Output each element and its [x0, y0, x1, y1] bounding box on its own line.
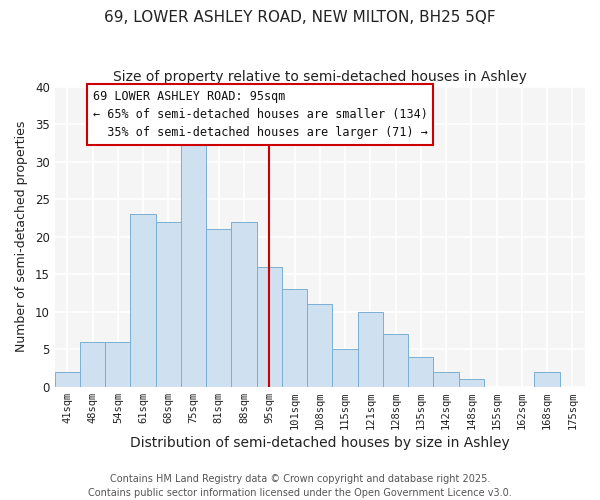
Bar	[433, 372, 459, 386]
Bar	[408, 356, 433, 386]
Bar	[80, 342, 105, 386]
Bar	[55, 372, 80, 386]
X-axis label: Distribution of semi-detached houses by size in Ashley: Distribution of semi-detached houses by …	[130, 436, 510, 450]
Bar	[332, 349, 358, 387]
Bar	[383, 334, 408, 386]
Text: Contains HM Land Registry data © Crown copyright and database right 2025.
Contai: Contains HM Land Registry data © Crown c…	[88, 474, 512, 498]
Bar	[282, 289, 307, 386]
Bar	[358, 312, 383, 386]
Bar	[257, 266, 282, 386]
Bar	[459, 379, 484, 386]
Y-axis label: Number of semi-detached properties: Number of semi-detached properties	[15, 121, 28, 352]
Bar	[105, 342, 130, 386]
Bar	[535, 372, 560, 386]
Bar	[206, 229, 232, 386]
Bar	[155, 222, 181, 386]
Bar	[130, 214, 155, 386]
Text: 69 LOWER ASHLEY ROAD: 95sqm
← 65% of semi-detached houses are smaller (134)
  35: 69 LOWER ASHLEY ROAD: 95sqm ← 65% of sem…	[92, 90, 427, 140]
Title: Size of property relative to semi-detached houses in Ashley: Size of property relative to semi-detach…	[113, 70, 527, 84]
Bar	[232, 222, 257, 386]
Bar	[181, 139, 206, 386]
Text: 69, LOWER ASHLEY ROAD, NEW MILTON, BH25 5QF: 69, LOWER ASHLEY ROAD, NEW MILTON, BH25 …	[104, 10, 496, 25]
Bar	[307, 304, 332, 386]
